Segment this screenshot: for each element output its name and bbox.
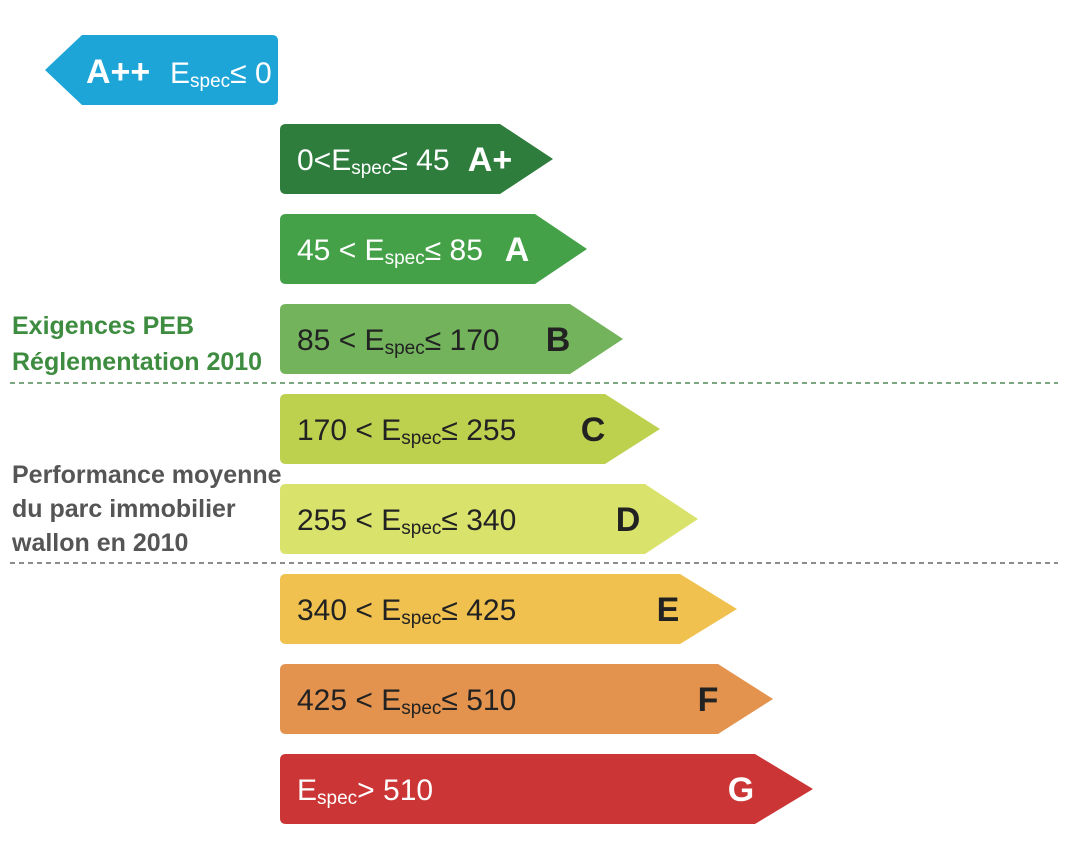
energy-class: 45 < Espec≤ 85 A: [280, 214, 587, 284]
energy-class: 85 < Espec≤ 170 B: [280, 304, 623, 374]
range-text: 0<E: [297, 144, 351, 177]
class-grade: D: [616, 501, 641, 539]
class-arrow: [280, 394, 660, 464]
range-text: ≤ 255: [441, 414, 516, 447]
range-sub: spec: [385, 338, 425, 359]
class-grade: E: [657, 591, 680, 629]
class-arrow: [280, 304, 623, 374]
annotation: wallon en 2010: [11, 529, 188, 557]
class-grade: F: [698, 681, 719, 719]
energy-class: 425 < Espec≤ 510 F: [280, 664, 773, 734]
range-text: ≤ 510: [441, 684, 516, 717]
range-sub: spec: [401, 518, 441, 539]
class-range: 170 < Espec≤ 255: [297, 414, 516, 449]
class-arrow: [280, 664, 773, 734]
class-arrow: [280, 124, 553, 194]
range-sub: spec: [401, 608, 441, 629]
energy-class: 255 < Espec≤ 340 D: [280, 484, 698, 554]
energy-class: Espec> 510 G: [280, 754, 813, 824]
range-text: ≤ 45: [391, 144, 449, 177]
range-sub: spec: [385, 248, 425, 269]
energy-class: 170 < Espec≤ 255 C: [280, 394, 660, 464]
class-range: 340 < Espec≤ 425: [297, 594, 516, 629]
class-range: Espec≤ 0: [170, 57, 272, 92]
range-text: ≤ 85: [425, 234, 483, 267]
range-sub: spec: [401, 428, 441, 449]
range-sub: spec: [401, 698, 441, 719]
range-text: E: [297, 774, 317, 807]
range-sub: spec: [317, 788, 357, 809]
annotation: Réglementation 2010: [12, 348, 262, 376]
range-sub: spec: [190, 71, 230, 92]
class-grade: A++: [86, 53, 150, 91]
range-text: 170 < E: [297, 414, 401, 447]
range-text: 85 < E: [297, 324, 385, 357]
range-sub: spec: [351, 158, 391, 179]
annotation: Performance moyenne: [12, 461, 282, 489]
class-arrow: [45, 35, 278, 105]
class-range: 85 < Espec≤ 170: [297, 324, 500, 359]
class-arrow: [280, 484, 698, 554]
class-grade: B: [546, 321, 571, 359]
class-grade: G: [728, 771, 754, 809]
range-text: 255 < E: [297, 504, 401, 537]
class-range: 45 < Espec≤ 85: [297, 234, 483, 269]
class-grade: C: [581, 411, 606, 449]
class-arrow: [280, 754, 813, 824]
energy-class: 0<Espec≤ 45 A+: [280, 124, 553, 194]
range-text: ≤ 340: [441, 504, 516, 537]
class-arrow: [280, 574, 737, 644]
class-grade: A: [505, 231, 530, 269]
range-text: 425 < E: [297, 684, 401, 717]
class-range: 0<Espec≤ 45: [297, 144, 450, 179]
energy-class: A++ Espec≤ 0: [45, 35, 278, 105]
energy-class: 340 < Espec≤ 425 E: [280, 574, 737, 644]
class-range: 255 < Espec≤ 340: [297, 504, 516, 539]
class-arrow: [280, 214, 587, 284]
range-text: ≤ 0: [230, 57, 271, 90]
class-range: Espec> 510: [297, 774, 433, 809]
range-text: 45 < E: [297, 234, 385, 267]
class-range: 425 < Espec≤ 510: [297, 684, 516, 719]
range-text: ≤ 425: [441, 594, 516, 627]
range-text: E: [170, 57, 190, 90]
range-text: > 510: [357, 774, 433, 807]
range-text: ≤ 170: [425, 324, 500, 357]
annotation: Exigences PEB: [12, 312, 194, 340]
class-grade: A+: [468, 141, 512, 179]
annotation: du parc immobilier: [12, 495, 236, 523]
range-text: 340 < E: [297, 594, 401, 627]
